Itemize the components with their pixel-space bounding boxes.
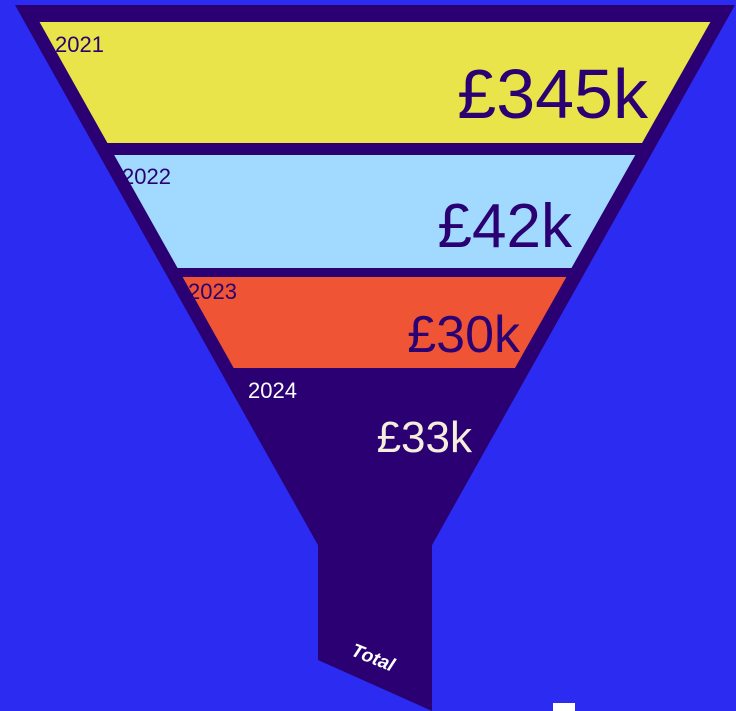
corner-mark <box>553 703 575 711</box>
year-label: 2023 <box>188 279 237 304</box>
year-label: 2024 <box>248 378 297 403</box>
value-label: £33k <box>377 413 473 462</box>
value-label: £42k <box>438 192 573 261</box>
year-label: 2022 <box>122 164 171 189</box>
year-label: 2021 <box>55 32 104 57</box>
funnel-band <box>114 155 636 268</box>
value-label: £30k <box>407 306 521 364</box>
funnel-band <box>225 380 524 545</box>
funnel-band <box>182 277 567 368</box>
value-label: £345k <box>457 55 649 133</box>
funnel-band <box>39 22 711 143</box>
